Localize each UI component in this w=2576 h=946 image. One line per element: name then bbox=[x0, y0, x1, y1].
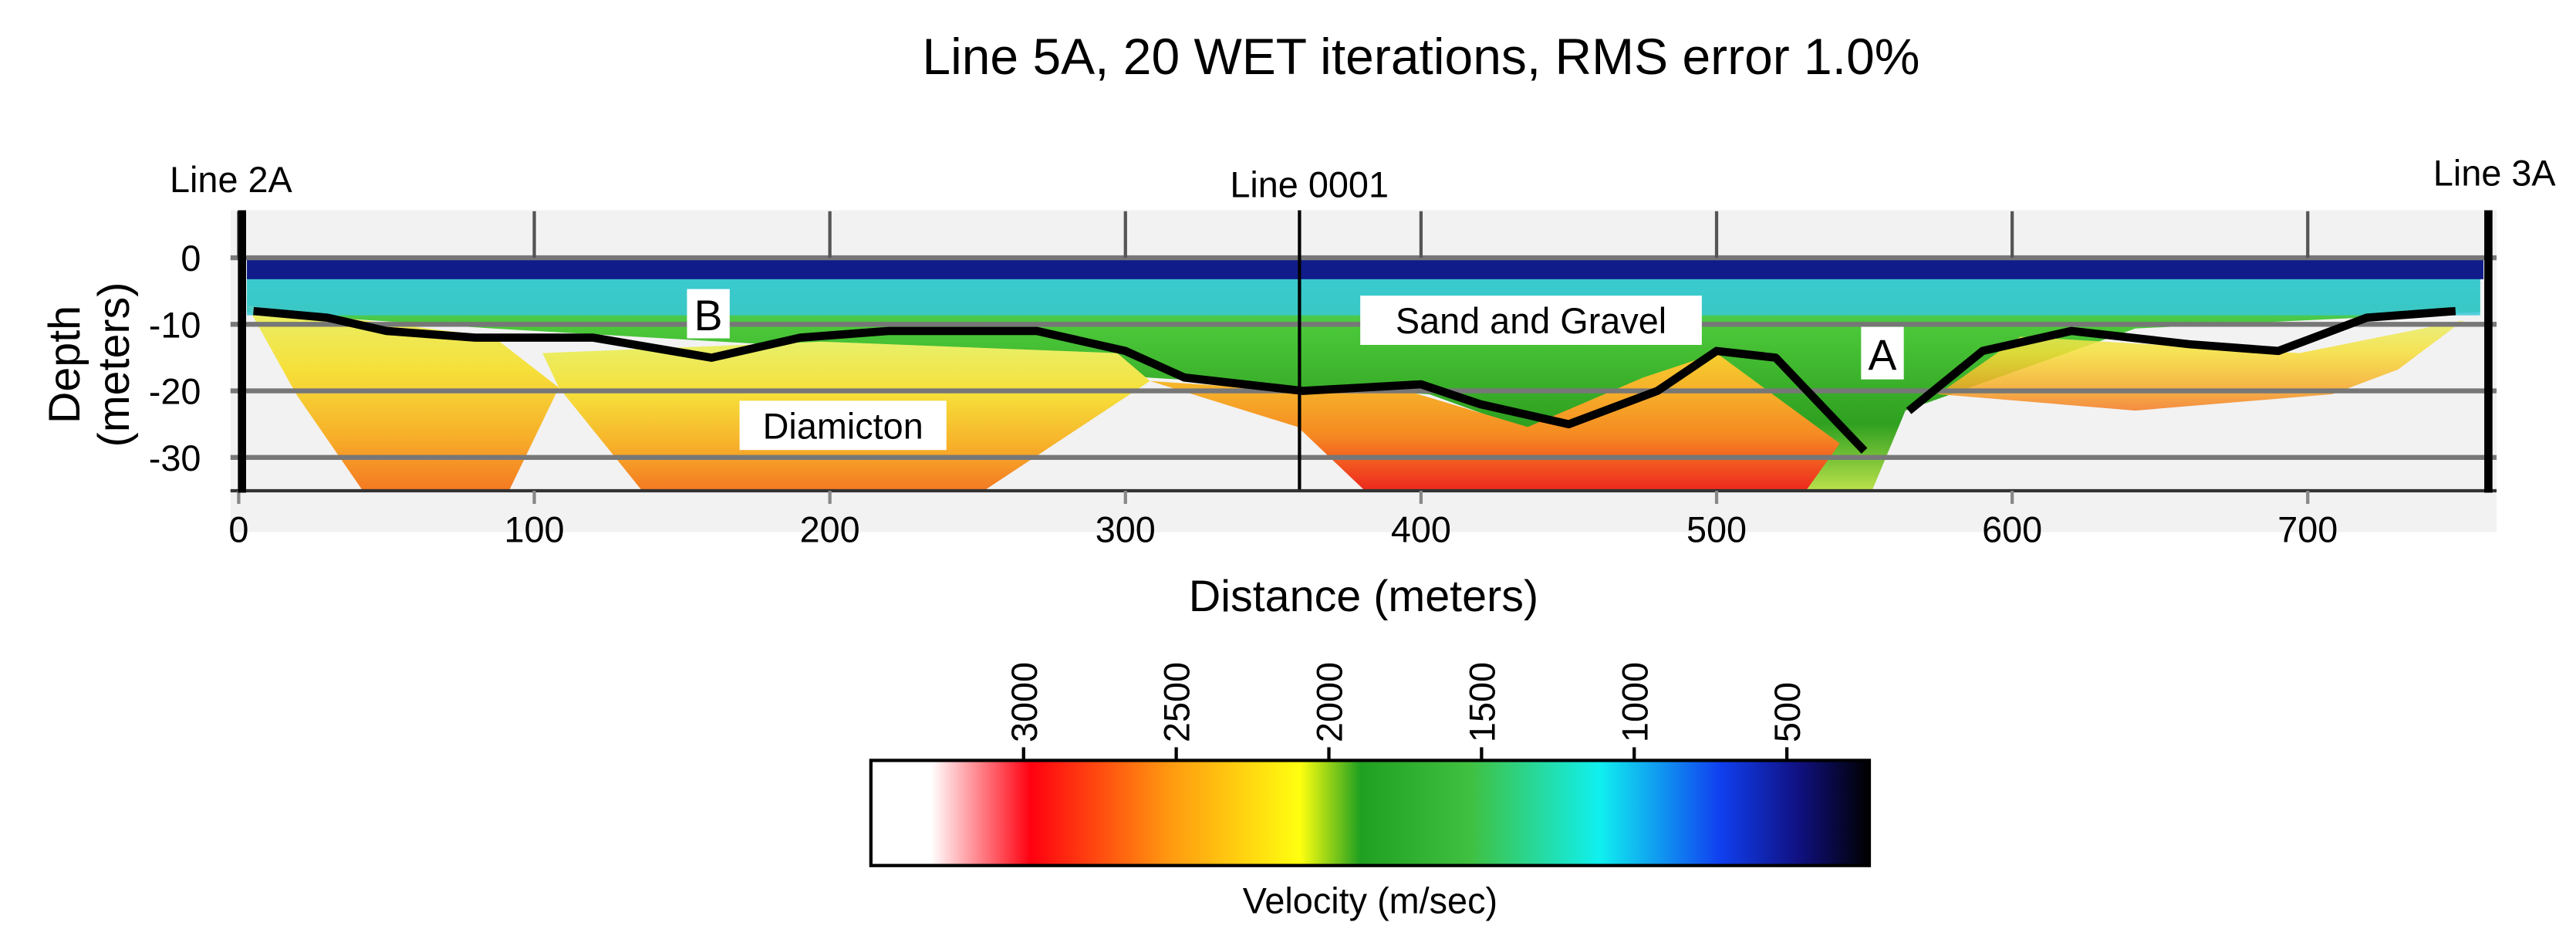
annotation: B bbox=[694, 292, 723, 340]
x-tick-label: 200 bbox=[800, 509, 860, 549]
velocity-field-top bbox=[247, 258, 2484, 279]
colorbar-label: Velocity (m/sec) bbox=[1243, 880, 1497, 921]
colorbar-tick-label: 3000 bbox=[1004, 662, 1045, 742]
y-tick-label: -10 bbox=[149, 305, 201, 345]
annotation: A bbox=[1869, 331, 1897, 379]
x-tick-label: 100 bbox=[504, 509, 564, 549]
x-tick-label: 0 bbox=[228, 509, 248, 549]
y-tick-label: -20 bbox=[149, 372, 201, 412]
label-box bbox=[1360, 296, 1702, 345]
velocity-field-low bbox=[247, 305, 559, 490]
x-tick-label: 700 bbox=[2277, 509, 2338, 549]
colorbar-tick-label: 2500 bbox=[1157, 662, 1197, 742]
colorbar-tick-label: 1500 bbox=[1462, 662, 1502, 742]
colorbar bbox=[869, 758, 1872, 867]
x-tick-label: 300 bbox=[1096, 509, 1156, 549]
label-box bbox=[1861, 326, 1904, 380]
colorbar-tick-label: 1000 bbox=[1615, 662, 1655, 742]
y-axis-title: Depth bbox=[40, 306, 89, 424]
x-tick-label: 400 bbox=[1391, 509, 1451, 549]
x-axis-title: Distance (meters) bbox=[1189, 572, 1538, 621]
x-tick-label: 500 bbox=[1686, 509, 1747, 549]
annotation: Line 0001 bbox=[1230, 164, 1389, 204]
y-axis-title: (meters) bbox=[89, 282, 139, 448]
annotation: Line 2A bbox=[170, 160, 293, 200]
interface-line bbox=[253, 306, 2456, 454]
y-tick-label: -30 bbox=[149, 438, 201, 478]
label-box bbox=[739, 400, 947, 451]
annotation: Sand and Gravel bbox=[1396, 301, 1666, 341]
label-box bbox=[687, 289, 730, 339]
x-tick-label: 600 bbox=[1982, 509, 2042, 549]
y-tick-label: 0 bbox=[181, 238, 201, 279]
colorbar-tick-label: 500 bbox=[1767, 682, 1808, 742]
chart-title: Line 5A, 20 WET iterations, RMS error 1.… bbox=[922, 28, 1919, 85]
annotation: Line 3A bbox=[2433, 154, 2557, 194]
colorbar-tick-label: 2000 bbox=[1310, 662, 1350, 742]
velocity-field-low bbox=[1938, 320, 2464, 411]
annotation: Diamicton bbox=[763, 406, 923, 446]
